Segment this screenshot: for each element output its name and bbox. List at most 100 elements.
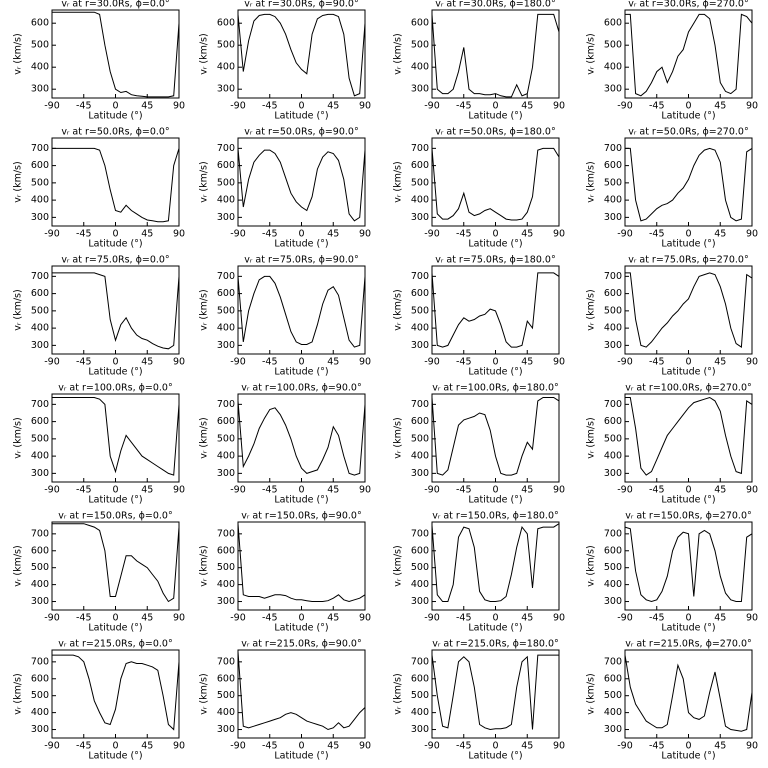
x-tick-label: -90 [230, 229, 246, 240]
x-axis-label: Latitude (°) [468, 239, 522, 250]
y-tick-label: 600 [604, 18, 622, 29]
x-tick-label: -45 [262, 357, 278, 368]
y-tick-label: 600 [411, 288, 429, 299]
x-tick-label: -45 [76, 613, 92, 624]
y-axis-label: vᵣ (km/s) [586, 161, 597, 202]
panel-title: vᵣ at r=50.0Rs, ϕ=90.0° [244, 127, 358, 138]
y-axis-label: vᵣ (km/s) [199, 417, 210, 458]
y-tick-label: 600 [217, 288, 235, 299]
x-tick-label: 90 [746, 229, 758, 240]
plot-frame [237, 137, 366, 227]
x-tick-label: 45 [714, 741, 726, 752]
x-tick-label: -45 [76, 357, 92, 368]
plot-frame [624, 9, 753, 99]
panel-title: vᵣ at r=150.0Rs, ϕ=180.0° [432, 511, 559, 522]
x-tick-label: -45 [649, 357, 665, 368]
x-axis-label: Latitude (°) [468, 751, 522, 762]
y-tick-label: 700 [604, 399, 622, 410]
x-tick-label: 0 [685, 357, 691, 368]
x-tick-label: -90 [424, 357, 440, 368]
plot-frame [51, 393, 180, 483]
plot-frame [624, 649, 753, 739]
x-tick-label: 0 [685, 741, 691, 752]
y-tick-label: 500 [604, 40, 622, 51]
panel-title: vᵣ at r=75.0Rs, ϕ=0.0° [61, 255, 169, 266]
x-tick-label: 45 [714, 229, 726, 240]
x-tick-label: 0 [492, 485, 498, 496]
x-tick-label: -90 [44, 485, 60, 496]
x-axis-label: Latitude (°) [274, 239, 328, 250]
x-tick-label: 90 [553, 485, 565, 496]
y-tick-label: 700 [31, 399, 49, 410]
x-tick-label: 90 [746, 613, 758, 624]
x-tick-label: -45 [649, 229, 665, 240]
x-tick-label: -90 [424, 229, 440, 240]
x-tick-label: 0 [492, 741, 498, 752]
x-tick-label: 45 [521, 357, 533, 368]
y-tick-label: 300 [31, 212, 49, 223]
y-axis-label: vᵣ (km/s) [13, 289, 24, 330]
y-tick-label: 700 [604, 271, 622, 282]
plot-frame [431, 137, 560, 227]
panel-title: vᵣ at r=30.0Rs, ϕ=90.0° [244, 0, 358, 10]
x-tick-label: -45 [262, 741, 278, 752]
panel-title: vᵣ at r=215.0Rs, ϕ=90.0° [241, 639, 361, 650]
x-tick-label: -90 [617, 741, 633, 752]
x-tick-label: 90 [553, 613, 565, 624]
y-tick-label: 500 [411, 433, 429, 444]
plot-frame [431, 521, 560, 611]
y-tick-label: 600 [217, 416, 235, 427]
x-tick-label: 45 [327, 357, 339, 368]
y-tick-label: 600 [604, 416, 622, 427]
x-tick-label: 0 [112, 613, 118, 624]
y-tick-label: 700 [31, 528, 49, 539]
x-axis-label: Latitude (°) [88, 111, 142, 122]
plot-frame [237, 265, 366, 355]
x-tick-label: -45 [649, 101, 665, 112]
panel-title: vᵣ at r=100.0Rs, ϕ=180.0° [432, 383, 559, 394]
y-tick-label: 500 [411, 40, 429, 51]
y-tick-label: 500 [31, 40, 49, 51]
x-axis-label: Latitude (°) [274, 367, 328, 378]
y-tick-label: 600 [411, 545, 429, 556]
plot-frame [431, 393, 560, 483]
y-tick-label: 400 [31, 451, 49, 462]
y-tick-label: 400 [411, 579, 429, 590]
y-axis-label: vᵣ (km/s) [199, 673, 210, 714]
x-tick-label: 45 [714, 485, 726, 496]
y-tick-label: 300 [31, 468, 49, 479]
y-tick-label: 300 [217, 84, 235, 95]
y-tick-label: 700 [604, 528, 622, 539]
curve [625, 147, 753, 222]
x-tick-label: 0 [685, 229, 691, 240]
y-tick-label: 400 [411, 323, 429, 334]
curve [431, 272, 560, 348]
x-tick-label: 0 [298, 485, 304, 496]
y-tick-label: 600 [217, 545, 235, 556]
x-tick-label: 90 [746, 741, 758, 752]
y-tick-label: 300 [411, 724, 429, 735]
y-tick-label: 500 [411, 177, 429, 188]
x-tick-label: 0 [685, 613, 691, 624]
y-axis-label: vᵣ (km/s) [199, 161, 210, 202]
y-tick-label: 600 [411, 416, 429, 427]
y-tick-label: 500 [411, 562, 429, 573]
x-axis-label: Latitude (°) [661, 495, 715, 506]
x-tick-label: -45 [456, 485, 472, 496]
x-axis-label: Latitude (°) [88, 239, 142, 250]
x-tick-label: 45 [521, 485, 533, 496]
x-tick-label: 90 [553, 741, 565, 752]
x-axis-label: Latitude (°) [88, 367, 142, 378]
panel-title: vᵣ at r=75.0Rs, ϕ=180.0° [435, 255, 555, 266]
x-tick-label: -90 [44, 229, 60, 240]
y-tick-label: 400 [411, 451, 429, 462]
y-tick-label: 500 [604, 562, 622, 573]
plot-frame [51, 9, 180, 99]
y-axis-label: vᵣ (km/s) [393, 289, 404, 330]
y-axis-label: vᵣ (km/s) [13, 33, 24, 74]
y-tick-label: 700 [217, 528, 235, 539]
x-tick-label: 90 [359, 741, 371, 752]
x-axis-label: Latitude (°) [661, 239, 715, 250]
y-tick-label: 500 [217, 562, 235, 573]
y-tick-label: 700 [411, 143, 429, 154]
